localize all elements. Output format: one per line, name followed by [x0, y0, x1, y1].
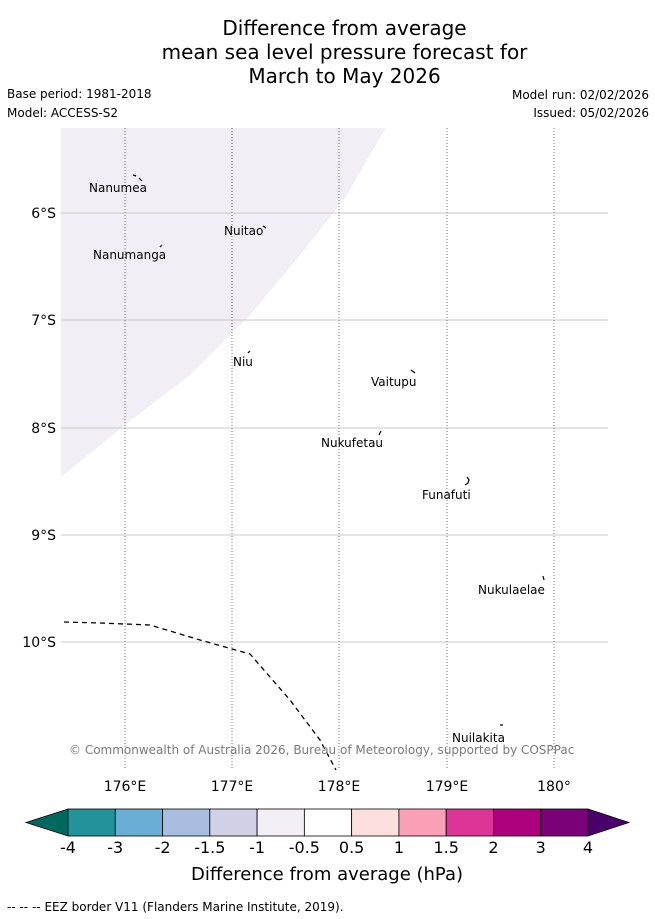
latitude-labels: 6°S 7°S 8°S 9°S 10°S: [22, 206, 56, 651]
colorbar-tick-label: 2: [488, 838, 498, 857]
title-line-3: March to May 2026: [248, 64, 441, 88]
eez-legend: -- -- -- EEZ border V11 (Flanders Marine…: [7, 900, 344, 914]
lat-label-6s: 6°S: [31, 206, 56, 222]
colorbar-tick-label: 3: [536, 838, 546, 857]
place-label-vaitupu: Vaitupu: [371, 375, 417, 389]
colorbar-segment: [398, 808, 447, 837]
lon-label-176e: 176°E: [104, 779, 147, 795]
base-period: Base period: 1981-2018: [7, 87, 152, 101]
colorbar-segment: [493, 808, 542, 837]
lat-label-9s: 9°S: [31, 528, 56, 544]
place-label-nukufetau: Nukufetau: [321, 436, 383, 450]
colorbar-tick-label: -4: [60, 838, 76, 857]
copyright-notice: © Commonwealth of Australia 2026, Bureau…: [69, 743, 574, 757]
place-label-nuilakita: Nuilakita: [452, 731, 505, 745]
model-run: Model run: 02/02/2026: [511, 88, 649, 102]
colorbar: [24, 808, 631, 837]
colorbar-segment: [162, 808, 211, 837]
colorbar-segment: [303, 808, 353, 837]
colorbar-segment: [351, 808, 400, 837]
colorbar-segment: [445, 808, 494, 837]
place-label-funafuti: Funafuti: [422, 488, 471, 502]
colorbar-segment: [256, 808, 305, 837]
colorbar-tick-label: 1.5: [433, 838, 458, 857]
latitude-gridlines: [61, 212, 608, 643]
lon-label-180: 180°: [537, 779, 571, 795]
place-labels: Nanumea Nuitao Nanumanga Niu Vaitupu Nuk…: [89, 181, 545, 745]
eez-legend-symbol: -- -- --: [7, 900, 41, 914]
colorbar-segment: [114, 808, 163, 837]
eez-legend-text: EEZ border V11 (Flanders Marine Institut…: [44, 900, 344, 914]
lat-label-8s: 8°S: [31, 421, 56, 437]
anomaly-shaded-region: [61, 128, 386, 477]
colorbar-tick-label: -2: [155, 838, 171, 857]
lon-label-177e: 177°E: [211, 779, 254, 795]
colorbar-tick-label: -1: [249, 838, 265, 857]
colorbar-tick-label: 4: [583, 838, 593, 857]
issued-date: Issued: 05/02/2026: [533, 106, 649, 120]
place-label-nanumea: Nanumea: [89, 181, 147, 195]
colorbar-segment: [209, 808, 258, 837]
place-label-nukulaelae: Nukulaelae: [478, 583, 545, 597]
colorbar-segment: [67, 808, 116, 837]
place-label-nuitao: Nuitao: [224, 224, 263, 238]
title-line-1: Difference from average: [222, 16, 467, 40]
longitude-gridlines: [124, 128, 555, 770]
longitude-labels: 176°E 177°E 178°E 179°E 180°: [104, 779, 571, 795]
chart-title: Difference from average mean sea level p…: [0, 16, 655, 88]
island-outlines: [132, 174, 545, 726]
colorbar-tick-label: 1: [394, 838, 404, 857]
colorbar-tick-label: 0.5: [339, 838, 364, 857]
colorbar-tick-label: -1.5: [194, 838, 225, 857]
colorbar-tick-label: -0.5: [289, 838, 320, 857]
colorbar-tick-labels: -4 -3 -2 -1.5 -1 -0.5 0.5 1 1.5 2 3 4: [60, 838, 593, 857]
lon-label-179e: 179°E: [426, 779, 469, 795]
model-name: Model: ACCESS-S2: [7, 106, 119, 120]
colorbar-extension-low: [24, 808, 69, 837]
lon-label-178e: 178°E: [318, 779, 361, 795]
colorbar-title: Difference from average (hPa): [191, 864, 463, 885]
colorbar-segment: [540, 808, 589, 837]
colorbar-extension-high: [587, 808, 631, 837]
title-line-2: mean sea level pressure forecast for: [161, 40, 528, 64]
eez-border: [63, 621, 337, 770]
lat-label-10s: 10°S: [22, 635, 56, 651]
place-label-niu: Niu: [233, 355, 253, 369]
colorbar-tick-label: -3: [107, 838, 123, 857]
lat-label-7s: 7°S: [31, 313, 56, 329]
place-label-nanumanga: Nanumanga: [93, 248, 166, 262]
